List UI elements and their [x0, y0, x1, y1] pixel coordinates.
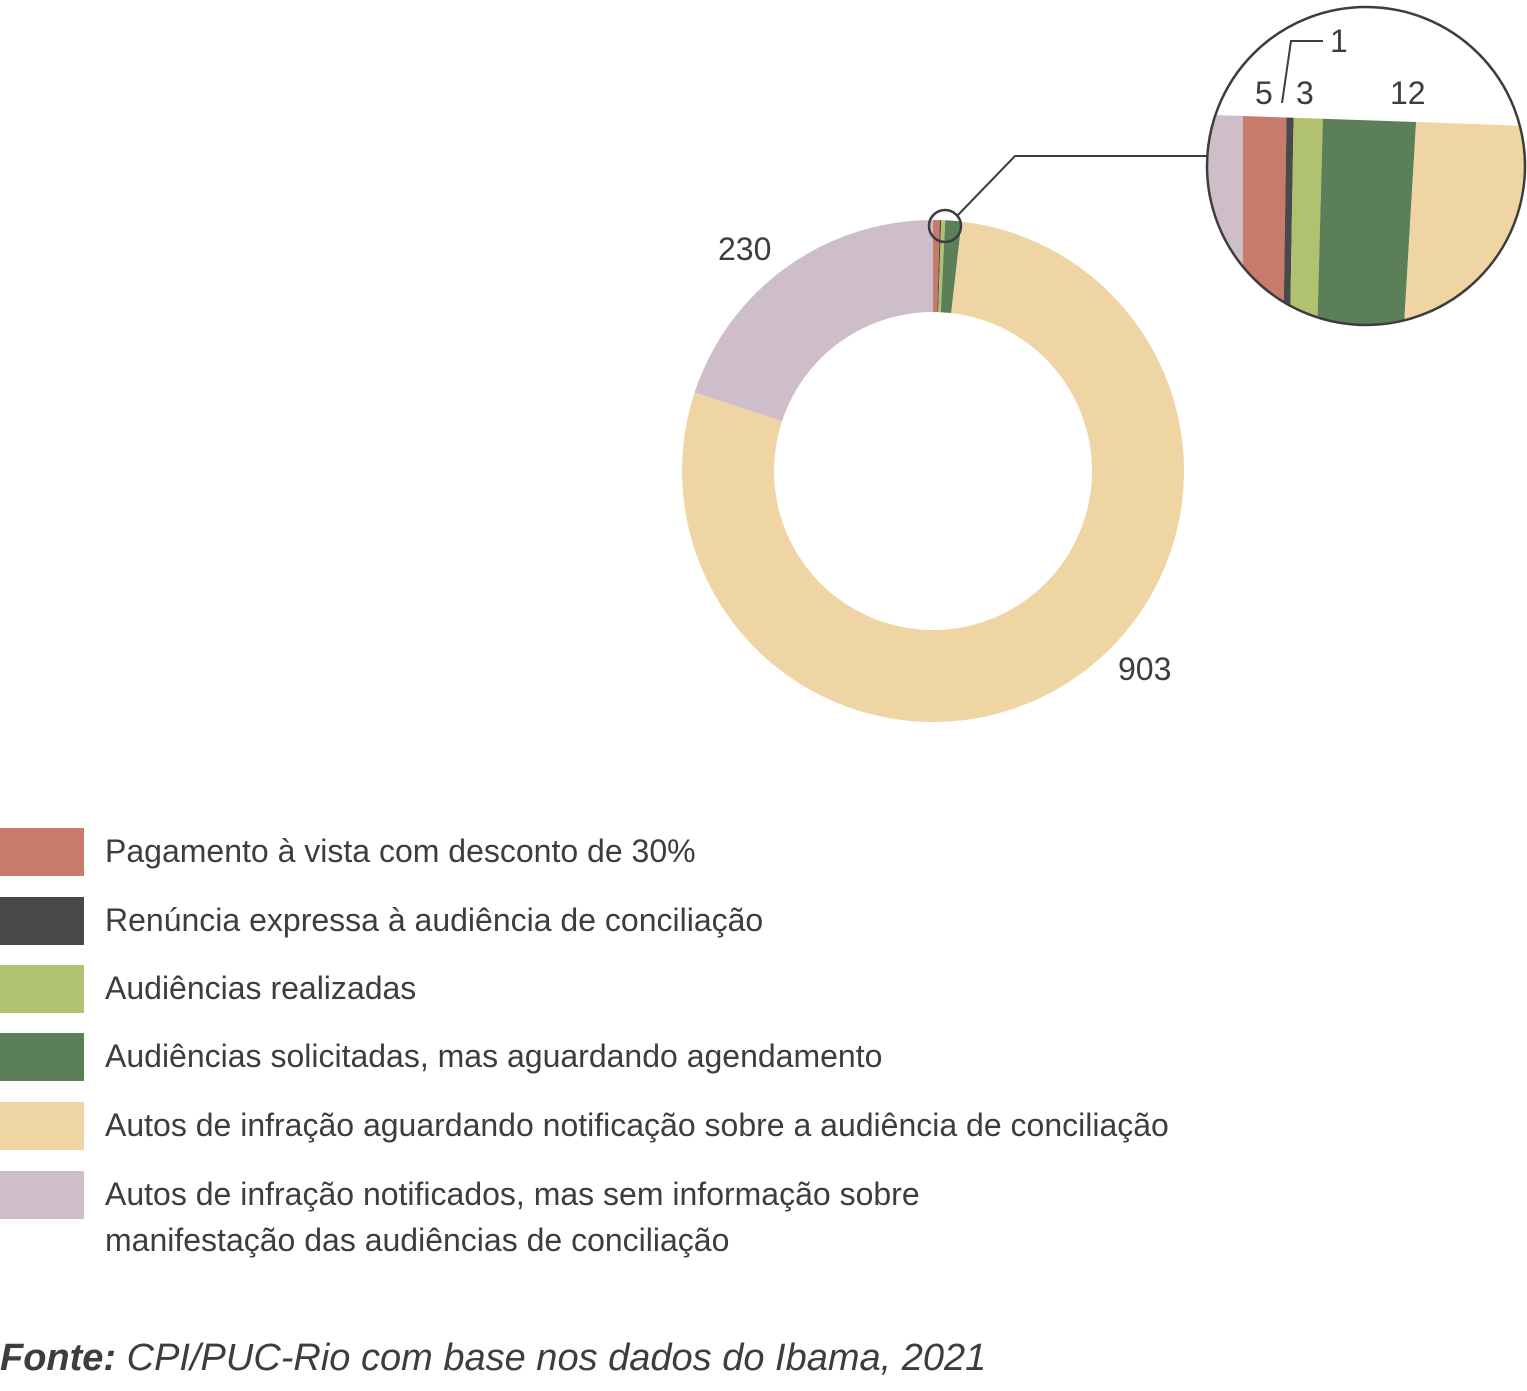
legend-item-audiencias-realizadas: Audiências realizadas: [0, 965, 1355, 1013]
zoom-band-2: [1289, 117, 1323, 325]
legend-swatch: [0, 1033, 84, 1081]
zoom-inset: [1207, 114, 1525, 325]
donut-slice-4: [682, 221, 1184, 722]
data-label-230: 230: [718, 231, 771, 267]
data-label-903: 903: [1118, 651, 1171, 687]
legend-label: Audiências realizadas: [105, 970, 417, 1006]
zoom-band-0: [1243, 116, 1287, 325]
zoom-band-5: [1207, 114, 1243, 325]
legend-swatch: [0, 1171, 84, 1219]
donut-slice-0: [933, 220, 940, 313]
legend-swatch: [0, 828, 84, 876]
zoom-inset-border: [1205, 5, 1527, 327]
data-label-1: 1: [1330, 23, 1348, 59]
data-label-3: 3: [1296, 75, 1314, 111]
legend-item-audiencias-solicitadas: Audiências solicitadas, mas aguardando a…: [0, 1033, 1355, 1081]
legend-item-autos-aguardando: Autos de infração aguardando notificação…: [0, 1102, 1355, 1150]
donut-slice-3: [940, 220, 962, 314]
donut-chart: 230 903 5 1 3 12: [682, 5, 1527, 722]
zoom-band-3: [1316, 118, 1417, 325]
zoom-band-4: [1403, 122, 1525, 325]
legend-item-autos-notificados: Autos de infração notificados, mas sem i…: [0, 1171, 1355, 1263]
donut-slice-5: [694, 220, 933, 422]
legend-item-pagamento: Pagamento à vista com desconto de 30%: [0, 828, 1355, 876]
source-label: Fonte:: [0, 1337, 117, 1379]
zoom-band-1: [1283, 117, 1294, 325]
legend-label: Autos de infração aguardando notificação…: [105, 1107, 1169, 1143]
donut-slice-1: [937, 220, 942, 313]
legend-swatch: [0, 1102, 84, 1150]
source-note: Fonte: CPI/PUC-Rio com base nos dados do…: [0, 1337, 986, 1380]
legend-label: Pagamento à vista com desconto de 30%: [105, 833, 696, 869]
legend-swatch: [0, 965, 84, 1013]
data-label-5: 5: [1255, 75, 1273, 111]
legend-label: Autos de infração notificados, mas sem i…: [105, 1176, 920, 1258]
legend-label: Renúncia expressa à audiência de concili…: [105, 902, 764, 938]
data-label-12: 12: [1390, 75, 1426, 111]
legend-item-renuncia: Renúncia expressa à audiência de concili…: [0, 897, 1355, 945]
zoom-connector-line: [956, 155, 1207, 217]
legend-swatch: [0, 897, 84, 945]
donut-ring: [682, 220, 1184, 722]
legend-label: Audiências solicitadas, mas aguardando a…: [105, 1038, 883, 1074]
source-text: CPI/PUC-Rio com base nos dados do Ibama,…: [116, 1337, 987, 1379]
zoom-marker-circle: [927, 208, 963, 244]
label-leader-line-1: [1281, 40, 1323, 104]
